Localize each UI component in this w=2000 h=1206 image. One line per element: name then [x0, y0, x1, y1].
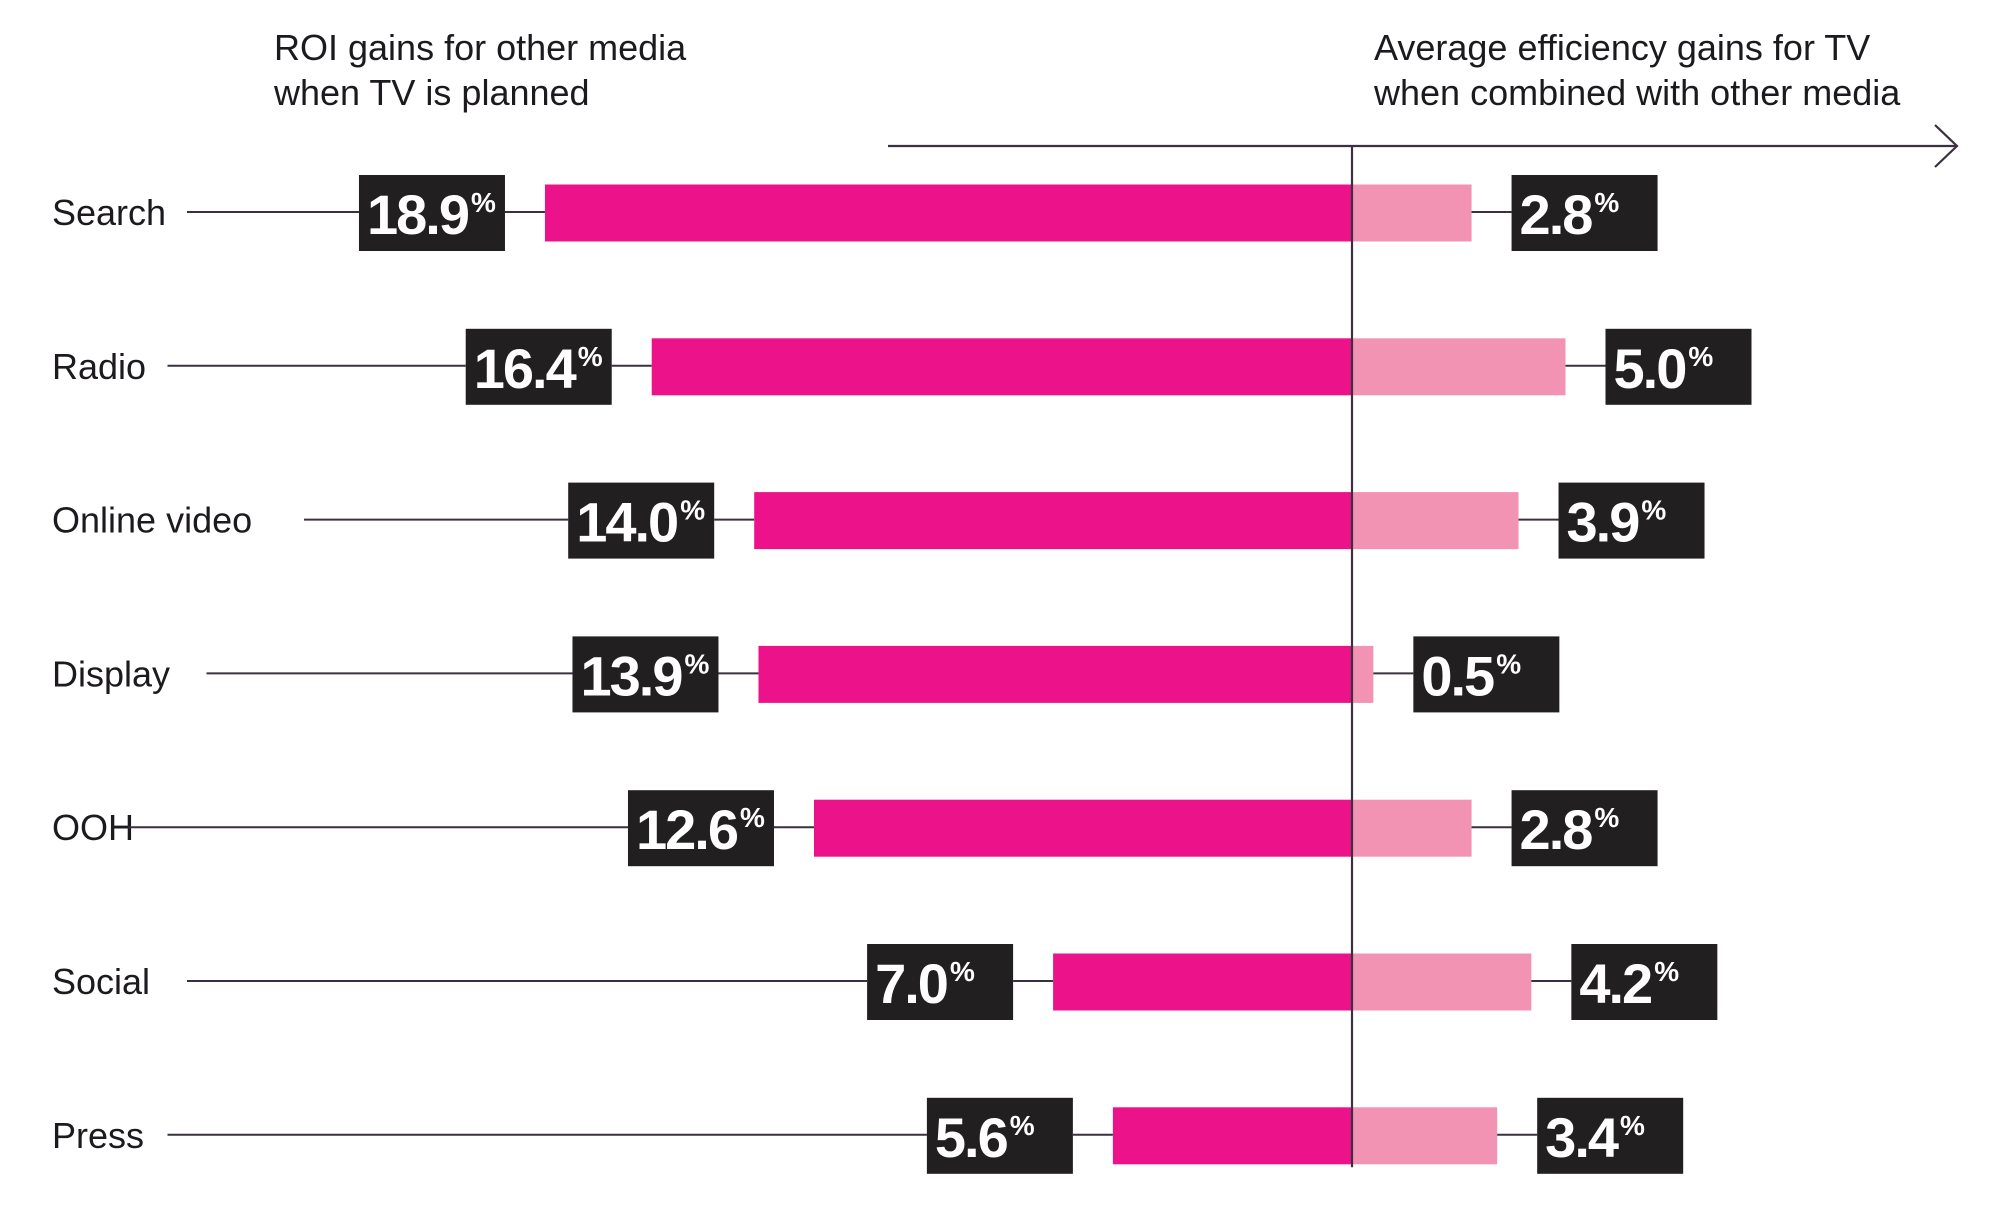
bar-left [758, 645, 1352, 703]
bar-right [1352, 492, 1519, 550]
data-label-right-suffix: % [1496, 648, 1521, 679]
arrow-right-icon [1934, 124, 1959, 168]
data-label-left-suffix: % [471, 187, 496, 218]
data-label-left-suffix: % [680, 495, 705, 526]
data-label-right-box [1571, 944, 1718, 1020]
data-label-right: 2.8% [1520, 183, 1620, 246]
bar-left [651, 338, 1352, 396]
bar-left [813, 799, 1352, 857]
left-header-line-2: when TV is planned [273, 72, 590, 113]
data-label-left-suffix: % [1010, 1110, 1035, 1141]
category-label: Display [52, 653, 170, 694]
category-label: Online video [52, 500, 252, 541]
data-label-right-box [1558, 482, 1705, 559]
data-label-left: 16.4% [474, 337, 603, 400]
row-display: Display 13.9% 0.5% [52, 636, 1560, 713]
category-label: Radio [52, 346, 146, 387]
bar-left [754, 492, 1352, 550]
data-label-left-box [568, 482, 715, 559]
bar-left [1112, 1107, 1352, 1165]
bar-right [1352, 953, 1532, 1011]
right-header-line-1: Average efficiency gains for TV [1374, 27, 1870, 68]
data-label-left-box [465, 328, 612, 405]
data-label-left-suffix: % [740, 802, 765, 833]
data-label-right-box [1511, 175, 1658, 251]
data-label-right-suffix: % [1620, 1110, 1645, 1141]
category-label: Press [52, 1115, 144, 1156]
bar-right [1352, 338, 1566, 396]
data-label-right-suffix: % [1654, 956, 1679, 987]
row-radio: Radio 16.4% 5.0% [52, 328, 1752, 405]
data-label-left-box [926, 1097, 1073, 1174]
data-label-left-suffix: % [684, 648, 709, 679]
data-label-right-box [1605, 328, 1752, 405]
bar-left [1053, 953, 1352, 1011]
category-label: OOH [52, 807, 134, 848]
data-label-right-box [1537, 1097, 1684, 1174]
data-label-left-box [867, 944, 1014, 1020]
data-label-left-box [627, 790, 774, 867]
bar-right [1352, 645, 1374, 703]
data-label-right-suffix: % [1594, 802, 1619, 833]
row-press: Press 5.6% 3.4% [52, 1097, 1684, 1174]
category-label: Search [52, 192, 166, 233]
data-label-right-suffix: % [1641, 495, 1666, 526]
data-label-right-box [1413, 636, 1560, 713]
category-label: Social [52, 961, 150, 1002]
left-header-line-1: ROI gains for other media [274, 27, 687, 68]
bar-right [1352, 799, 1472, 857]
bar-right [1352, 1107, 1498, 1165]
data-label-right-suffix: % [1688, 341, 1713, 372]
bar-right [1352, 184, 1472, 242]
data-label-left-box [358, 175, 505, 251]
data-label-right-box [1511, 790, 1658, 867]
row-social: Social 7.0% 4.2% [52, 944, 1718, 1020]
data-label-left-box [572, 636, 719, 713]
data-label-right-suffix: % [1594, 187, 1619, 218]
data-label-left: 18.9% [367, 183, 496, 246]
row-online-video: Online video 14.0% 3.9% [52, 482, 1705, 559]
row-search: Search 18.9% 2.8% [52, 175, 1658, 251]
data-label-left-suffix: % [578, 341, 603, 372]
row-ooh: OOH 12.6% 2.8% [52, 790, 1658, 867]
bar-left [544, 184, 1352, 242]
right-header-line-2: when combined with other media [1373, 72, 1901, 113]
data-label-left-suffix: % [950, 956, 975, 987]
